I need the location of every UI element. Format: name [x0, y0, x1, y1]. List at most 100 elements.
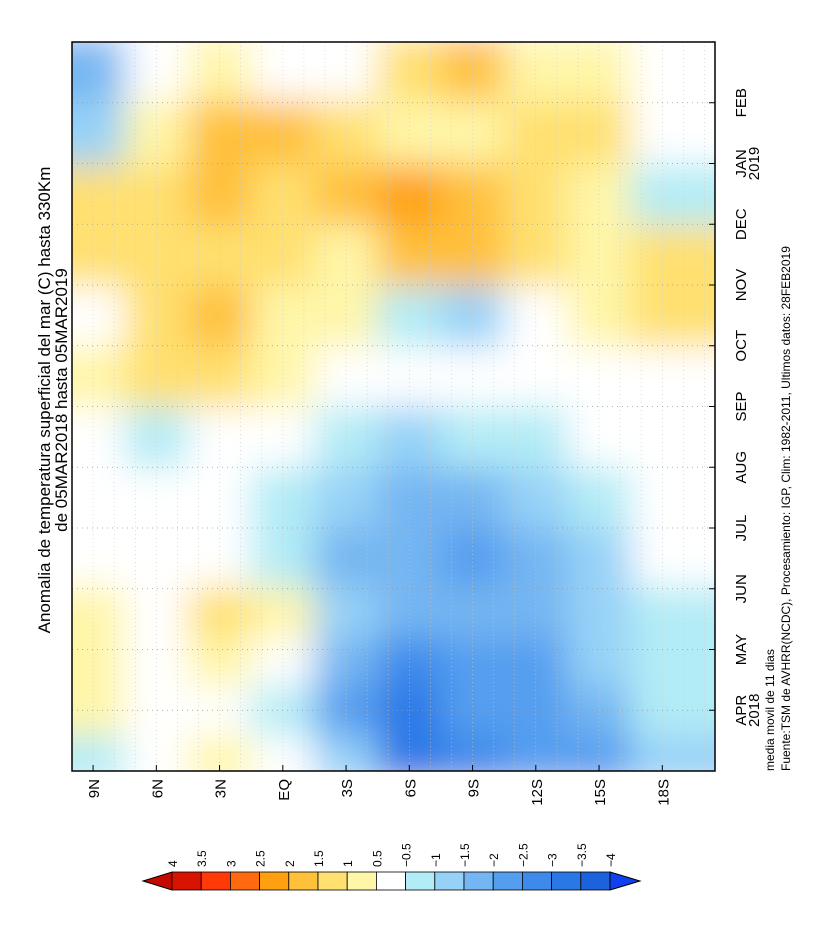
anomaly-cell [440, 345, 506, 408]
anomaly-cell [72, 224, 126, 286]
lat-tick-label: 6S [402, 779, 419, 797]
colorbar-swatch [229, 871, 260, 891]
anomaly-cell [567, 99, 632, 165]
colorbar-swatch [317, 871, 348, 891]
footnote-moving-average: media movil de 11 dias [763, 649, 777, 771]
anomaly-cell [124, 163, 189, 226]
anomaly-cell [72, 406, 126, 469]
anomaly-cell [630, 99, 715, 165]
colorbar-swatch [200, 871, 231, 891]
chart-title: Anomalia de temperatura superficial del … [35, 167, 54, 634]
lat-tick-label: 6N [149, 779, 166, 798]
time-tick-label: NOV [733, 269, 750, 302]
colorbar-label: −1 [429, 853, 443, 867]
anomaly-cell [630, 345, 715, 408]
colorbar-swatch [375, 871, 406, 891]
anomaly-cell [187, 585, 253, 639]
lat-tick-label: 9N [86, 779, 103, 798]
anomaly-cell [251, 99, 316, 165]
anomaly-cell [124, 585, 189, 639]
anomaly-cell [251, 685, 316, 736]
anomaly-cell [630, 224, 715, 286]
anomaly-cell [630, 285, 715, 347]
colorbar-label: −3.5 [575, 843, 589, 867]
colorbar-swatch [463, 871, 494, 891]
colorbar-arrow-low [609, 871, 642, 891]
lat-tick-label: 9S [466, 779, 483, 797]
anomaly-cell [377, 637, 442, 687]
anomaly-cell [567, 585, 632, 639]
anomaly-cell [504, 163, 569, 226]
anomaly-cell [440, 163, 506, 226]
anomaly-cell [314, 637, 379, 687]
anomaly-cell [251, 345, 316, 408]
anomaly-cell [567, 467, 632, 529]
anomaly-cell [314, 42, 379, 101]
anomaly-cell [124, 685, 189, 736]
anomaly-cell [377, 42, 442, 101]
colorbar-swatch [346, 871, 377, 891]
time-tick-label: MAY [733, 634, 750, 665]
anomaly-cell [251, 734, 316, 771]
anomaly-cell [567, 163, 632, 226]
lat-tick-label: EQ [276, 779, 293, 801]
anomaly-cell [630, 528, 715, 587]
anomaly-cell [567, 406, 632, 469]
anomaly-cell [251, 163, 316, 226]
anomaly-cell [314, 285, 379, 347]
anomaly-cell [187, 285, 253, 347]
colorbar-label: −2 [487, 853, 501, 867]
grid-lines [71, 42, 715, 771]
anomaly-cell [124, 637, 189, 687]
anomaly-cell [440, 734, 506, 771]
anomaly-cell [72, 685, 126, 736]
colorbar: 4 3.5 3 2.5 2 1.5 1 0.5 −0.5 −1 −1.5 −2 −2.5 −3 −3.5 −4 [141, 843, 642, 891]
anomaly-cell [567, 734, 632, 771]
anomaly-cell [377, 99, 442, 165]
time-tick-label: JUN [733, 574, 750, 603]
anomaly-cell [124, 406, 189, 469]
colorbar-arrow-high [141, 871, 173, 891]
anomaly-cell [440, 99, 506, 165]
time-tick-label: JUL [733, 515, 750, 542]
chart-subtitle: de 05MAR2018 hasta 05MAR2019 [52, 268, 71, 532]
anomaly-cell [187, 734, 253, 771]
time-tick-label: DEC [733, 208, 750, 240]
anomaly-cell [72, 585, 126, 639]
anomaly-cell [187, 224, 253, 286]
anomaly-cell [187, 467, 253, 529]
colorbar-label: 2.5 [254, 850, 268, 867]
anomaly-cell [440, 467, 506, 529]
time-tick-label: FEB [733, 88, 750, 117]
anomaly-cell [187, 685, 253, 736]
anomaly-cell [630, 163, 715, 226]
anomaly-cell [567, 345, 632, 408]
colorbar-label: −4 [604, 853, 618, 867]
anomaly-cell [440, 42, 506, 101]
lat-tick-label: 3S [339, 779, 356, 797]
anomaly-cell [440, 528, 506, 587]
anomaly-cell [251, 585, 316, 639]
anomaly-cell [440, 224, 506, 286]
colorbar-label: 1 [341, 860, 355, 867]
anomaly-cell [124, 42, 189, 101]
year-label: 2018 [746, 694, 763, 727]
anomaly-cell [567, 685, 632, 736]
anomaly-cell [377, 345, 442, 408]
colorbar-label: −1.5 [458, 843, 472, 867]
lat-tick-label: 18S [655, 779, 672, 806]
year-label: 2019 [746, 147, 763, 180]
anomaly-cell [72, 99, 126, 165]
time-tick-label: APR [733, 695, 750, 726]
anomaly-cell [377, 285, 442, 347]
anomaly-cell [314, 345, 379, 408]
anomaly-cell [187, 99, 253, 165]
anomaly-cell [72, 285, 126, 347]
colorbar-label: 1.5 [312, 850, 326, 867]
colorbar-label: 2 [283, 860, 297, 867]
anomaly-cell [567, 637, 632, 687]
anomaly-cell [377, 685, 442, 736]
anomaly-cell [251, 285, 316, 347]
anomaly-cell [124, 528, 189, 587]
